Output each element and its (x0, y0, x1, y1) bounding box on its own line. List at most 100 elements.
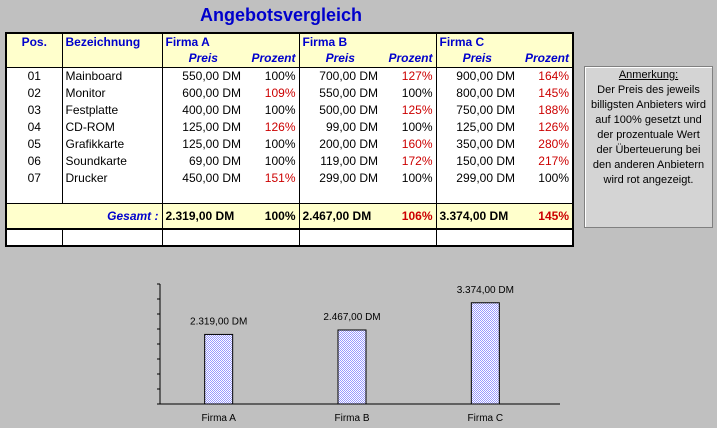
cell-empty[interactable] (61, 229, 163, 247)
header-firma-2[interactable]: Firma C (435, 32, 574, 50)
cell-bezeichnung[interactable]: Monitor (61, 84, 163, 101)
cell-prozent[interactable]: 280% (518, 135, 574, 152)
cell-prozent[interactable]: 145% (518, 84, 574, 101)
cell-preis[interactable]: 150,00 DM (435, 152, 518, 169)
cell-preis[interactable]: 200,00 DM (298, 135, 381, 152)
cell-bezeichnung[interactable]: Drucker (61, 169, 163, 186)
cell-prozent[interactable]: 100% (244, 101, 300, 118)
subheader-prozent[interactable]: Prozent (518, 50, 574, 68)
cell-empty[interactable] (381, 186, 437, 203)
cell-prozent[interactable]: 100% (381, 118, 437, 135)
total-preis[interactable]: 2.467,00 DM (298, 202, 381, 230)
cell-preis[interactable]: 99,00 DM (298, 118, 381, 135)
cell-prozent[interactable]: 160% (381, 135, 437, 152)
cell-prozent[interactable]: 100% (244, 67, 300, 84)
header-firma-0[interactable]: Firma A (161, 32, 300, 50)
total-prozent[interactable]: 100% (244, 202, 300, 230)
cell-prozent[interactable]: 151% (244, 169, 300, 186)
bar-value-label: 3.374,00 DM (457, 285, 514, 296)
cell-prozent[interactable]: 100% (381, 84, 437, 101)
header-row: Pos. Bezeichnung Firma A Firma B Firma C (5, 32, 574, 50)
subheader-empty[interactable] (5, 50, 63, 68)
cell-empty[interactable] (435, 229, 518, 247)
bar-firma-c (470, 302, 500, 405)
cell-prozent[interactable]: 125% (381, 101, 437, 118)
cell-preis[interactable]: 500,00 DM (298, 101, 381, 118)
total-prozent[interactable]: 145% (518, 202, 574, 230)
cell-bezeichnung[interactable]: CD-ROM (61, 118, 163, 135)
table-row: 02 Monitor 600,00 DM 109% 550,00 DM 100% 800,0… (5, 84, 574, 101)
cell-empty[interactable] (161, 229, 244, 247)
subheader-prozent[interactable]: Prozent (244, 50, 300, 68)
cell-preis[interactable]: 450,00 DM (161, 169, 244, 186)
subheader-preis[interactable]: Preis (435, 50, 518, 68)
cell-preis[interactable]: 750,00 DM (435, 101, 518, 118)
header-firma-1[interactable]: Firma B (298, 32, 437, 50)
total-preis[interactable]: 2.319,00 DM (161, 202, 244, 230)
cell-empty[interactable] (381, 229, 437, 247)
page-title: Angebotsvergleich (200, 5, 363, 25)
cell-prozent[interactable]: 100% (518, 169, 574, 186)
cell-empty[interactable] (244, 186, 300, 203)
total-label[interactable]: Gesamt : (5, 202, 163, 230)
cell-pos[interactable]: 02 (5, 84, 63, 101)
cell-preis[interactable]: 119,00 DM (298, 152, 381, 169)
cell-prozent[interactable]: 100% (381, 169, 437, 186)
table-row: 03 Festplatte 400,00 DM 100% 500,00 DM 125% 75… (5, 101, 574, 118)
cell-pos[interactable]: 07 (5, 169, 63, 186)
cell-prozent[interactable]: 172% (381, 152, 437, 169)
x-tick-label: Firma B (335, 413, 370, 424)
cell-empty[interactable] (518, 186, 574, 203)
cell-preis[interactable]: 600,00 DM (161, 84, 244, 101)
cell-preis[interactable]: 299,00 DM (298, 169, 381, 186)
cell-empty[interactable] (5, 186, 63, 203)
cell-preis[interactable]: 900,00 DM (435, 67, 518, 84)
cell-preis[interactable]: 800,00 DM (435, 84, 518, 101)
cell-prozent[interactable]: 100% (244, 135, 300, 152)
header-pos[interactable]: Pos. (5, 32, 63, 50)
cell-bezeichnung[interactable]: Soundkarte (61, 152, 163, 169)
cell-prozent[interactable]: 217% (518, 152, 574, 169)
cell-bezeichnung[interactable]: Festplatte (61, 101, 163, 118)
cell-bezeichnung[interactable]: Mainboard (61, 67, 163, 84)
cell-preis[interactable]: 125,00 DM (161, 135, 244, 152)
cell-preis[interactable]: 299,00 DM (435, 169, 518, 186)
subheader-empty[interactable] (61, 50, 163, 68)
cell-preis[interactable]: 350,00 DM (435, 135, 518, 152)
cell-prozent[interactable]: 126% (244, 118, 300, 135)
cell-bezeichnung[interactable]: Grafikkarte (61, 135, 163, 152)
cell-preis[interactable]: 550,00 DM (161, 67, 244, 84)
cell-prozent[interactable]: 126% (518, 118, 574, 135)
cell-preis[interactable]: 400,00 DM (161, 101, 244, 118)
x-tick-label: Firma A (201, 413, 236, 424)
subheader-preis[interactable]: Preis (161, 50, 244, 68)
cell-prozent[interactable]: 164% (518, 67, 574, 84)
cell-prozent[interactable]: 100% (244, 152, 300, 169)
header-bezeichnung[interactable]: Bezeichnung (61, 32, 163, 50)
cell-empty[interactable] (518, 229, 574, 247)
total-prozent[interactable]: 106% (381, 202, 437, 230)
cell-pos[interactable]: 01 (5, 67, 63, 84)
cell-pos[interactable]: 03 (5, 101, 63, 118)
cell-pos[interactable]: 04 (5, 118, 63, 135)
cell-pos[interactable]: 05 (5, 135, 63, 152)
cell-empty[interactable] (298, 186, 381, 203)
cell-preis[interactable]: 69,00 DM (161, 152, 244, 169)
cell-prozent[interactable]: 188% (518, 101, 574, 118)
cell-empty[interactable] (161, 186, 244, 203)
cell-empty[interactable] (5, 229, 63, 247)
cell-preis[interactable]: 125,00 DM (161, 118, 244, 135)
cell-empty[interactable] (435, 186, 518, 203)
cell-preis[interactable]: 125,00 DM (435, 118, 518, 135)
total-preis[interactable]: 3.374,00 DM (435, 202, 518, 230)
cell-prozent[interactable]: 109% (244, 84, 300, 101)
cell-preis[interactable]: 550,00 DM (298, 84, 381, 101)
cell-preis[interactable]: 700,00 DM (298, 67, 381, 84)
cell-pos[interactable]: 06 (5, 152, 63, 169)
cell-prozent[interactable]: 127% (381, 67, 437, 84)
cell-empty[interactable] (298, 229, 381, 247)
subheader-prozent[interactable]: Prozent (381, 50, 437, 68)
subheader-preis[interactable]: Preis (298, 50, 381, 68)
cell-empty[interactable] (61, 186, 163, 203)
cell-empty[interactable] (244, 229, 300, 247)
